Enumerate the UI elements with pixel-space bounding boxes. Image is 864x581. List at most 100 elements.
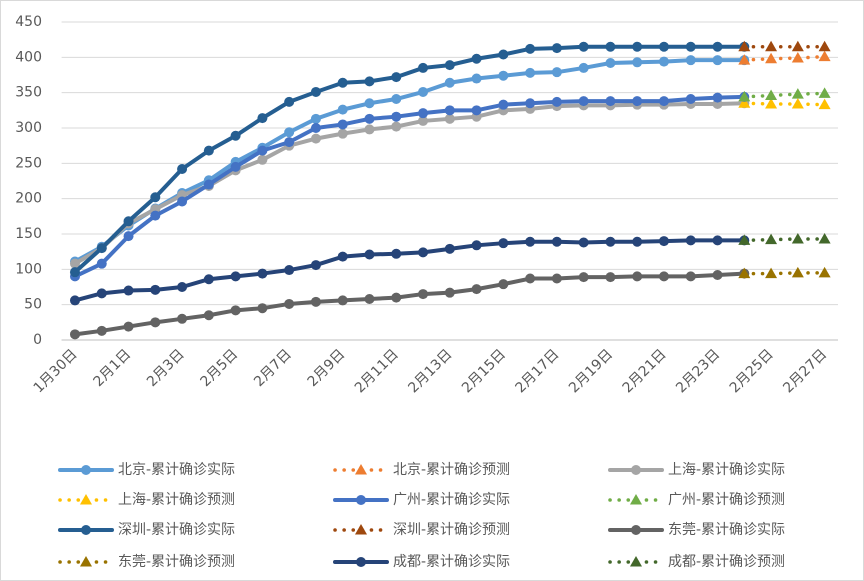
data-point	[605, 41, 616, 52]
legend-label: 广州-累计确诊预测	[668, 492, 785, 508]
legend-marker	[631, 465, 641, 475]
data-point	[738, 97, 751, 108]
data-point	[310, 296, 321, 307]
data-point	[391, 292, 402, 303]
data-point	[498, 279, 509, 290]
data-point	[337, 104, 348, 115]
data-point	[391, 111, 402, 122]
data-point	[818, 98, 831, 110]
data-point	[685, 271, 696, 282]
data-point	[284, 127, 295, 138]
data-point	[498, 238, 509, 249]
data-point	[418, 86, 429, 97]
data-point	[791, 266, 804, 278]
data-point	[578, 96, 589, 107]
legend-label: 广州-累计确诊实际	[393, 492, 510, 508]
data-point	[123, 231, 134, 242]
data-point	[364, 113, 375, 124]
data-point	[177, 282, 188, 292]
data-point	[230, 305, 241, 316]
data-point	[791, 52, 804, 63]
legend-label: 深圳-累计确诊预测	[393, 522, 510, 538]
data-point	[177, 163, 188, 174]
data-point	[150, 317, 161, 328]
legend-marker	[81, 465, 91, 475]
legend-label: 上海-累计确诊预测	[118, 492, 235, 508]
data-point	[551, 96, 562, 107]
data-point	[605, 236, 616, 247]
data-point	[337, 119, 348, 130]
data-point	[150, 284, 161, 295]
y-tick-label: 150	[15, 226, 42, 242]
data-point	[471, 284, 482, 295]
data-point	[605, 96, 616, 107]
legend-label: 成都-累计确诊预测	[668, 554, 785, 570]
data-point	[150, 210, 161, 221]
data-point	[578, 41, 589, 52]
data-point	[525, 67, 536, 78]
data-point	[658, 96, 669, 107]
y-tick-label: 0	[33, 332, 42, 348]
data-point	[418, 62, 429, 73]
data-point	[525, 236, 536, 247]
legend-marker	[80, 556, 92, 567]
data-point	[203, 310, 214, 321]
data-point	[632, 271, 643, 282]
legend-label: 东莞-累计确诊实际	[668, 522, 785, 538]
data-point	[658, 271, 669, 282]
data-point	[818, 266, 831, 278]
data-point	[337, 295, 348, 306]
data-point	[712, 92, 723, 103]
data-point	[96, 258, 107, 269]
data-point	[791, 40, 804, 52]
data-point	[364, 249, 375, 260]
data-point	[257, 303, 268, 314]
data-point	[818, 232, 831, 244]
data-point	[310, 113, 321, 124]
data-point	[418, 247, 429, 258]
data-point	[391, 72, 402, 83]
data-point	[310, 123, 321, 133]
data-point	[203, 179, 214, 190]
data-point	[712, 235, 723, 246]
legend-label: 上海-累计确诊实际	[668, 462, 785, 478]
data-point	[69, 258, 80, 269]
data-point	[605, 272, 616, 283]
data-point	[685, 235, 696, 246]
y-tick-label: 100	[15, 261, 42, 277]
data-point	[69, 295, 80, 306]
data-point	[578, 272, 589, 283]
data-point	[765, 89, 778, 100]
data-point	[738, 40, 751, 52]
data-point	[498, 49, 509, 60]
data-point	[632, 41, 643, 52]
data-point	[123, 216, 134, 227]
data-point	[310, 260, 321, 271]
data-point	[765, 233, 778, 245]
legend-marker	[355, 524, 367, 535]
data-point	[551, 43, 562, 54]
data-point	[551, 67, 562, 78]
data-point	[444, 287, 455, 298]
data-point	[738, 234, 751, 245]
data-point	[738, 267, 751, 279]
data-point	[525, 273, 536, 284]
legend-label: 深圳-累计确诊实际	[118, 522, 235, 538]
data-point	[69, 267, 80, 278]
data-point	[284, 96, 295, 107]
data-point	[444, 60, 455, 71]
data-point	[391, 121, 402, 132]
data-point	[203, 274, 214, 285]
data-point	[444, 77, 455, 88]
data-point	[471, 53, 482, 64]
data-point	[738, 54, 751, 65]
data-point	[284, 137, 295, 148]
legend-marker	[356, 557, 366, 567]
data-point	[791, 232, 804, 244]
data-point	[364, 76, 375, 87]
y-tick-label: 450	[15, 14, 42, 30]
data-point	[418, 108, 429, 119]
legend-marker	[355, 464, 367, 475]
y-tick-label: 350	[15, 85, 42, 101]
